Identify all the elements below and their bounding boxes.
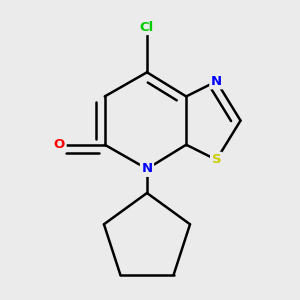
Text: S: S bbox=[212, 153, 221, 166]
Text: Cl: Cl bbox=[140, 20, 154, 34]
Text: N: N bbox=[141, 162, 152, 176]
Text: N: N bbox=[211, 75, 222, 88]
Text: O: O bbox=[54, 138, 65, 151]
